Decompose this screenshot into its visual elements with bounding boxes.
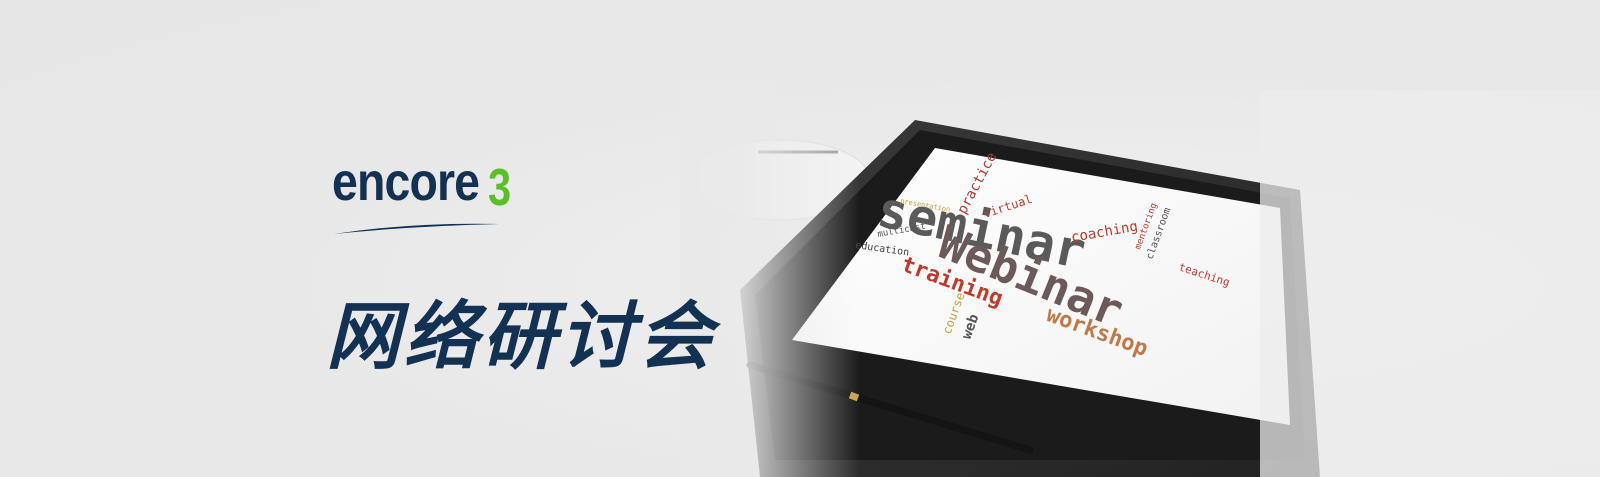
- glare-shape: [1260, 90, 1600, 477]
- tablet-scene-image: seminar Webinar training workshop practi…: [700, 90, 1600, 477]
- image-fade-overlay: [680, 80, 860, 477]
- page-headline: 网络研讨会: [326, 294, 716, 380]
- logo-swoosh-icon: [334, 223, 500, 234]
- logo-wordmark: encore: [332, 152, 480, 212]
- tablet-icon: [740, 120, 1320, 477]
- encore3-logo[interactable]: encore 3: [332, 152, 522, 242]
- logo-number: 3: [488, 159, 512, 217]
